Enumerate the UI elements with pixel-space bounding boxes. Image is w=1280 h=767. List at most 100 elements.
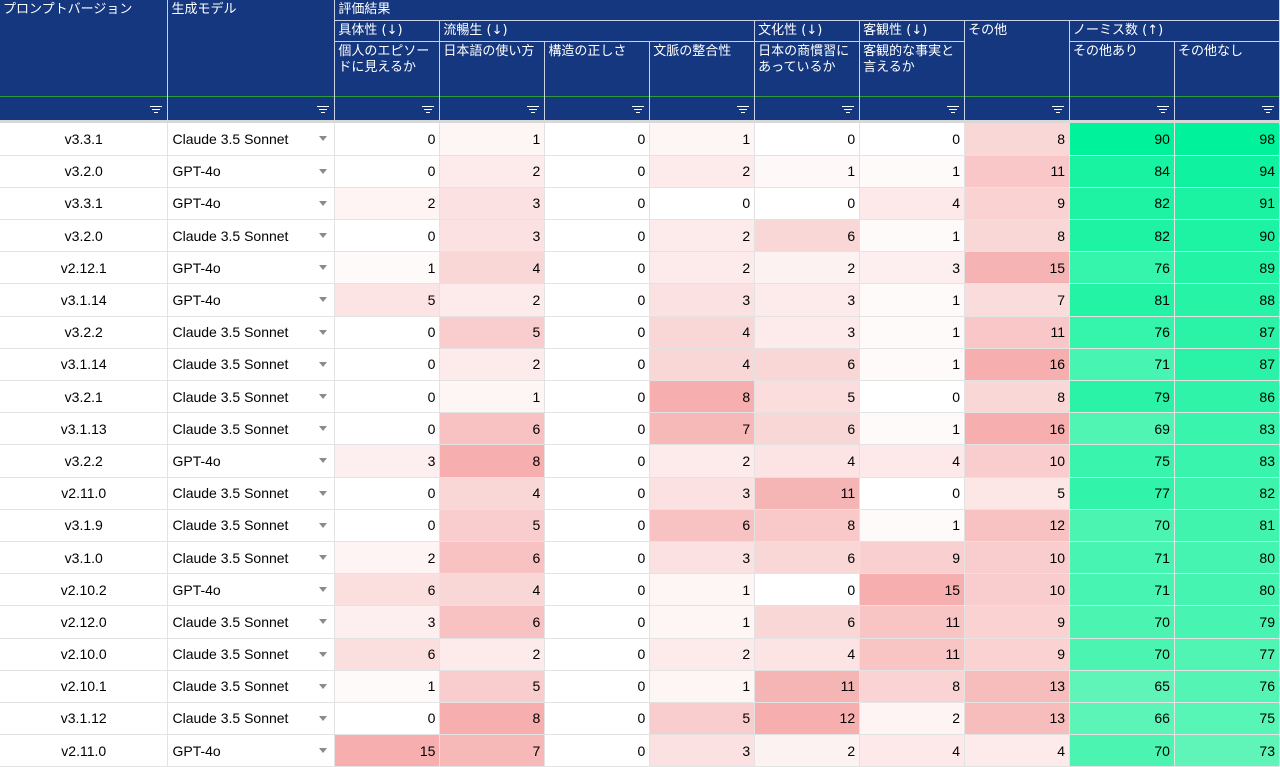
score-cell[interactable]: 7 [649, 412, 756, 446]
score-cell[interactable]: 1 [859, 348, 966, 382]
score-cell[interactable]: 16 [964, 348, 1071, 382]
score-cell[interactable]: 0 [544, 219, 651, 253]
score-cell[interactable]: 2 [859, 702, 966, 736]
score-cell[interactable]: 76 [1069, 251, 1175, 285]
model-select-cell[interactable]: GPT-4o [167, 187, 336, 221]
score-cell[interactable]: 0 [754, 187, 861, 221]
score-cell[interactable]: 76 [1174, 670, 1280, 703]
score-cell[interactable]: 0 [544, 187, 651, 221]
score-cell[interactable]: 3 [649, 283, 756, 317]
score-cell[interactable]: 0 [544, 477, 651, 510]
score-cell[interactable]: 6 [334, 573, 441, 607]
score-cell[interactable]: 0 [334, 348, 441, 382]
score-cell[interactable]: 0 [544, 412, 651, 446]
score-cell[interactable]: 69 [1069, 412, 1175, 446]
score-cell[interactable]: 2 [334, 541, 441, 575]
score-cell[interactable]: 79 [1174, 605, 1280, 639]
score-cell[interactable]: 2 [439, 348, 546, 382]
header-with-other[interactable]: その他あり [1069, 40, 1175, 96]
header-other[interactable]: その他 [964, 19, 1071, 96]
score-cell[interactable]: 0 [544, 734, 651, 767]
score-cell[interactable]: 11 [859, 605, 966, 639]
score-cell[interactable]: 82 [1069, 187, 1175, 221]
score-cell[interactable]: 5 [334, 283, 441, 317]
score-cell[interactable]: 1 [859, 155, 966, 188]
score-cell[interactable]: 70 [1069, 605, 1175, 639]
score-cell[interactable]: 0 [334, 316, 441, 349]
dropdown-arrow-icon[interactable] [319, 394, 328, 399]
score-cell[interactable]: 8 [754, 509, 861, 542]
score-cell[interactable]: 1 [859, 283, 966, 317]
score-cell[interactable]: 91 [1174, 187, 1280, 221]
score-cell[interactable]: 4 [439, 573, 546, 607]
score-cell[interactable]: 83 [1174, 412, 1280, 446]
score-cell[interactable]: 4 [649, 316, 756, 349]
dropdown-arrow-icon[interactable] [319, 265, 328, 271]
score-cell[interactable]: 9 [859, 541, 966, 575]
score-cell[interactable]: 0 [334, 123, 441, 156]
score-cell[interactable]: 0 [334, 702, 441, 736]
score-cell[interactable]: 3 [754, 316, 861, 349]
model-select-cell[interactable]: Claude 3.5 Sonnet [167, 605, 336, 639]
score-cell[interactable]: 11 [859, 638, 966, 671]
model-select-cell[interactable]: GPT-4o [167, 283, 336, 317]
score-cell[interactable]: 8 [649, 380, 756, 414]
score-cell[interactable]: 80 [1174, 573, 1280, 607]
score-cell[interactable]: 5 [439, 670, 546, 703]
score-cell[interactable]: 4 [754, 638, 861, 671]
filter-icon[interactable] [317, 106, 330, 115]
model-select-cell[interactable]: Claude 3.5 Sonnet [167, 380, 336, 414]
score-cell[interactable]: 3 [439, 219, 546, 253]
score-cell[interactable]: 77 [1174, 638, 1280, 671]
score-cell[interactable]: 1 [439, 380, 546, 414]
score-cell[interactable]: 70 [1069, 734, 1175, 767]
score-cell[interactable]: 0 [544, 573, 651, 607]
score-cell[interactable]: 8 [964, 380, 1071, 414]
score-cell[interactable]: 3 [649, 541, 756, 575]
score-cell[interactable]: 6 [754, 219, 861, 253]
score-cell[interactable]: 1 [649, 123, 756, 156]
score-cell[interactable]: 1 [649, 573, 756, 607]
score-cell[interactable]: 1 [859, 316, 966, 349]
score-cell[interactable]: 1 [439, 123, 546, 156]
score-cell[interactable]: 2 [754, 734, 861, 767]
score-cell[interactable]: 0 [544, 380, 651, 414]
score-cell[interactable]: 0 [649, 187, 756, 221]
prompt-version-cell[interactable]: v3.2.0 [0, 219, 169, 253]
filter-icon[interactable] [527, 106, 540, 115]
header-episode[interactable]: 個人のエピソードに見えるか [334, 40, 441, 96]
score-cell[interactable]: 0 [859, 380, 966, 414]
filter-icon[interactable] [150, 106, 163, 115]
score-cell[interactable]: 4 [859, 187, 966, 221]
score-cell[interactable]: 0 [334, 219, 441, 253]
score-cell[interactable]: 75 [1174, 702, 1280, 736]
score-cell[interactable]: 66 [1069, 702, 1175, 736]
score-cell[interactable]: 5 [649, 702, 756, 736]
dropdown-arrow-icon[interactable] [319, 233, 328, 239]
score-cell[interactable]: 3 [439, 187, 546, 221]
score-cell[interactable]: 2 [649, 155, 756, 188]
score-cell[interactable]: 0 [544, 702, 651, 736]
score-cell[interactable]: 2 [439, 638, 546, 671]
score-cell[interactable]: 75 [1069, 444, 1175, 478]
dropdown-arrow-icon[interactable] [319, 554, 328, 560]
score-cell[interactable]: 6 [439, 412, 546, 446]
score-cell[interactable]: 0 [544, 605, 651, 639]
score-cell[interactable]: 3 [334, 444, 441, 478]
prompt-version-cell[interactable]: v2.12.1 [0, 251, 169, 285]
dropdown-arrow-icon[interactable] [319, 490, 328, 496]
header-without-other[interactable]: その他なし [1174, 40, 1280, 96]
score-cell[interactable]: 3 [754, 283, 861, 317]
model-select-cell[interactable]: Claude 3.5 Sonnet [167, 219, 336, 253]
model-select-cell[interactable]: Claude 3.5 Sonnet [167, 638, 336, 671]
dropdown-arrow-icon[interactable] [319, 522, 328, 528]
model-select-cell[interactable]: Claude 3.5 Sonnet [167, 702, 336, 736]
score-cell[interactable]: 0 [544, 251, 651, 285]
dropdown-arrow-icon[interactable] [319, 715, 328, 721]
score-cell[interactable]: 0 [544, 283, 651, 317]
score-cell[interactable]: 0 [544, 316, 651, 349]
dropdown-arrow-icon[interactable] [319, 329, 328, 335]
score-cell[interactable]: 5 [964, 477, 1071, 510]
prompt-version-cell[interactable]: v3.2.2 [0, 444, 169, 478]
score-cell[interactable]: 2 [439, 283, 546, 317]
